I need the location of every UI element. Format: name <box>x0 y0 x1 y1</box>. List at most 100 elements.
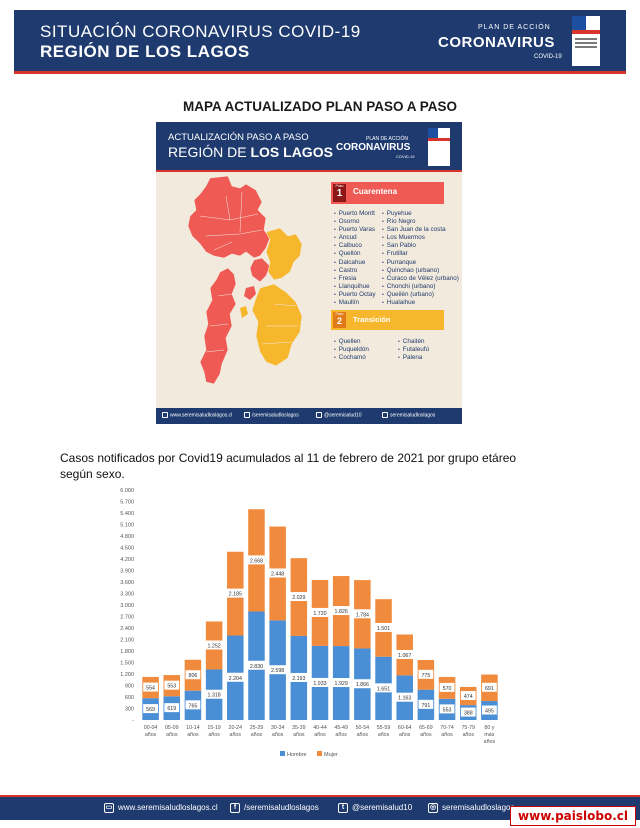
data-label-hombre: 1.933 <box>313 681 326 687</box>
x-tick-label: años <box>462 732 474 738</box>
x-tick-label: 40-44 <box>313 725 327 731</box>
y-tick-label: 6.000 <box>120 488 134 494</box>
facebook-icon: f <box>230 803 240 813</box>
data-label-bg <box>245 555 268 565</box>
web-icon: ▭ <box>104 803 114 813</box>
y-tick-label: 4.500 <box>120 546 134 552</box>
infographic-header-line2: REGIÓN DE LOS LAGOS <box>168 144 333 160</box>
data-label-mujer: 2.029 <box>292 595 305 601</box>
x-tick-label: 45-49 <box>334 725 348 731</box>
data-label-mujer: 1.720 <box>313 611 326 617</box>
x-tick-label: años <box>208 732 220 738</box>
gobierno-seal-icon <box>572 16 600 66</box>
x-tick-label: 15-19 <box>207 725 221 731</box>
infographic-footer-facebook: /seremisaludloslagos <box>244 412 299 418</box>
data-label-hombre: 388 <box>464 711 473 717</box>
x-tick-label: 10-14 <box>186 725 200 731</box>
data-label-mujer: 1.784 <box>356 612 369 618</box>
data-label-bg <box>309 677 331 687</box>
data-label-hombre: 1.866 <box>356 682 369 688</box>
data-label-mujer: 570 <box>443 686 452 692</box>
data-label-bg <box>203 689 226 699</box>
x-tick-label: años <box>314 732 326 738</box>
y-tick-label: 4.200 <box>120 557 134 563</box>
data-label-mujer: 474 <box>464 694 473 700</box>
data-label-hombre: 765 <box>189 703 198 709</box>
y-tick-label: 4.800 <box>120 534 134 540</box>
data-label-hombre: 1.929 <box>335 681 348 687</box>
data-label-bg <box>266 665 289 675</box>
legend-label-mujer: Mujer <box>324 752 338 758</box>
x-tick-label: 00-04 <box>144 725 158 731</box>
data-label-bg <box>143 704 158 714</box>
instagram-icon <box>382 412 388 418</box>
y-tick-label: 1.200 <box>120 672 134 678</box>
infographic-footer-web: www.seremisaludloslagos.cl <box>162 412 232 418</box>
footer-web[interactable]: ▭ www.seremisaludloslagos.cl <box>104 803 218 813</box>
data-label-bg <box>330 606 353 616</box>
y-tick-label: 900 <box>125 684 134 690</box>
data-label-bg <box>143 682 158 692</box>
data-label-bg <box>460 691 476 701</box>
y-tick-label: - <box>132 718 134 724</box>
x-tick-label: años <box>251 732 263 738</box>
data-label-bg <box>164 680 180 690</box>
phase2-communes-col1: Quellen Puqueldón Cochamó <box>334 338 369 362</box>
phase1-communes-col2: Puyehue Río Negro San Juan de la costa L… <box>382 210 459 307</box>
data-label-hombre: 1.318 <box>207 693 220 699</box>
x-tick-label: 65-69 <box>419 725 433 731</box>
y-tick-label: 3.600 <box>120 580 134 586</box>
map-section-title: MAPA ACTUALIZADO PLAN PASO A PASO <box>183 99 457 114</box>
data-label-mujer: 806 <box>189 673 198 679</box>
data-label-bg <box>418 699 434 709</box>
x-tick-label: 60-64 <box>398 725 412 731</box>
infographic-logo-sub: COVID-19 <box>396 154 415 159</box>
y-tick-label: 3.000 <box>120 603 134 609</box>
infographic-logo-plan: PLAN DE ACCIÓN <box>366 136 408 142</box>
data-label-mujer: 1.826 <box>335 609 348 615</box>
footer-twitter[interactable]: t @seremisalud10 <box>338 803 412 813</box>
phase1-communes-col1: Puerto Montt Osorno Puerto Varas Ancud C… <box>334 210 376 307</box>
infographic-footer-instagram: seremisaludloslagos <box>382 412 435 418</box>
y-tick-label: 2.700 <box>120 615 134 621</box>
paso-a-paso-infographic: ACTUALIZACIÓN PASO A PASO REGIÓN DE LOS … <box>156 122 462 424</box>
data-label-hombre: 1.163 <box>398 696 411 702</box>
infographic-logo-main: CORONAVIRUS <box>336 142 411 153</box>
data-label-bg <box>266 568 289 578</box>
logo-sub-text: COVID-19 <box>534 54 562 60</box>
x-tick-label: años <box>293 732 305 738</box>
infographic-footer: www.seremisaludloslagos.cl /seremisaludl… <box>156 408 462 424</box>
y-tick-label: 300 <box>125 707 134 713</box>
coronavirus-logo: PLAN DE ACCIÓN CORONAVIRUS COVID-19 <box>438 24 568 64</box>
data-label-hombre: 1.651 <box>377 686 390 692</box>
data-label-mujer: 1.501 <box>377 626 390 632</box>
data-label-hombre: 2.830 <box>250 664 263 670</box>
legend-swatch-mujer <box>317 751 322 756</box>
data-label-bg <box>418 669 434 679</box>
data-label-bg <box>245 660 268 670</box>
y-tick-label: 5.700 <box>120 500 134 506</box>
y-tick-label: 1.800 <box>120 649 134 655</box>
x-tick-label: 75-79 <box>461 725 475 731</box>
data-label-mujer: 1.067 <box>398 653 411 659</box>
phase2-badge: Paso 2 Transición <box>331 310 444 330</box>
x-tick-label: años <box>187 732 199 738</box>
x-tick-label: 30-34 <box>271 725 285 731</box>
page-header: SITUACIÓN CORONAVIRUS COVID-19 REGIÓN DE… <box>14 10 626 74</box>
header-title-line2: REGIÓN DE LOS LAGOS <box>40 42 250 61</box>
data-label-bg <box>164 703 180 713</box>
data-label-mujer: 2.448 <box>271 571 284 577</box>
x-tick-label: años <box>420 732 432 738</box>
data-label-bg <box>224 672 247 682</box>
infographic-header-line1: ACTUALIZACIÓN PASO A PASO <box>168 132 309 143</box>
footer-facebook[interactable]: f/seremisaludloslagos <box>230 803 319 813</box>
data-label-bg <box>287 592 310 602</box>
data-label-mujer: 554 <box>146 686 155 692</box>
footer-instagram[interactable]: ◎ seremisaludloslagos <box>428 803 515 813</box>
phase1-label: Cuarentena <box>353 187 398 196</box>
data-label-hombre: 619 <box>167 706 176 712</box>
data-label-bg <box>351 609 374 619</box>
data-label-mujer: 2.185 <box>229 592 242 598</box>
x-tick-label: 80 y <box>484 725 494 731</box>
x-tick-label: años <box>145 732 157 738</box>
